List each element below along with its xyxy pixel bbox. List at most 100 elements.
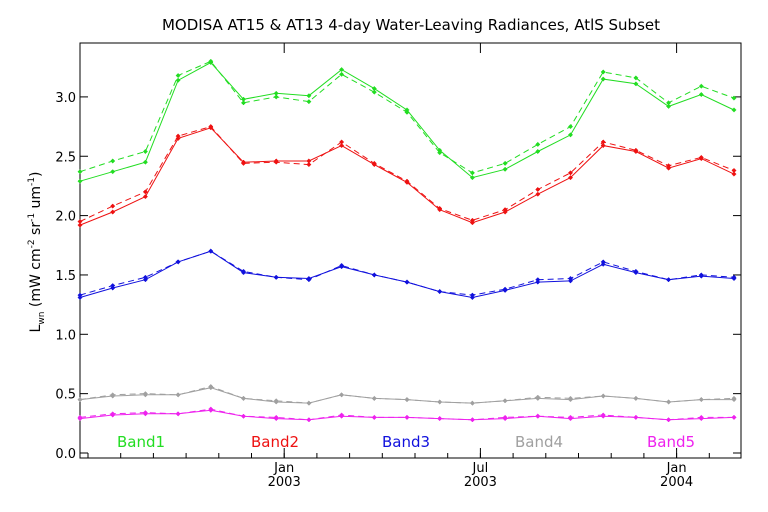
data-point: [535, 148, 541, 155]
data-point: [633, 414, 639, 420]
data-point: [273, 414, 279, 420]
data-point: [142, 194, 148, 200]
x-tick-month: Jan: [273, 461, 294, 476]
data-point: [142, 159, 148, 165]
data-point: [273, 94, 279, 100]
data-point: [437, 289, 443, 295]
data-point: [731, 414, 737, 420]
data-point: [339, 392, 345, 398]
data-point: [339, 262, 345, 269]
data-point: [437, 416, 443, 422]
data-point: [175, 392, 181, 398]
y-tick-label: 1.0: [55, 328, 76, 343]
data-point: [175, 133, 181, 139]
data-point: [731, 167, 737, 174]
data-point: [208, 406, 214, 412]
legend-item-band5: Band5: [647, 433, 695, 451]
data-point: [698, 414, 704, 420]
data-point: [698, 83, 704, 89]
data-point: [502, 398, 508, 404]
data-point: [666, 277, 672, 283]
data-point: [437, 399, 443, 405]
ylabel-sup2: -1: [27, 213, 37, 222]
data-point: [600, 69, 606, 75]
data-point: [469, 292, 475, 298]
data-point: [404, 279, 410, 285]
y-tick-label: 2.5: [55, 150, 76, 165]
data-point: [306, 277, 312, 283]
data-point: [600, 139, 606, 145]
data-point: [110, 158, 116, 164]
data-point: [404, 178, 410, 184]
ylabel-open: (mW cm: [28, 248, 44, 311]
legend: Band1 Band2 Band3 Band4 Band5: [117, 433, 695, 451]
data-point: [142, 274, 148, 280]
data-point: [731, 274, 737, 280]
data-point: [502, 286, 508, 292]
data-point: [339, 139, 345, 145]
series-line-3: [79, 127, 735, 226]
y-tick-label: 1.5: [55, 269, 76, 284]
data-point: [142, 189, 148, 195]
y-axis: 0.0 0.5 1.0 1.5 2.0 2.5 3.0: [55, 91, 741, 462]
legend-item-band3: Band3: [382, 433, 430, 451]
data-point: [240, 395, 247, 401]
data-point: [142, 410, 148, 416]
data-point: [535, 277, 541, 283]
x-tick-year: 2003: [464, 475, 497, 490]
data-point: [240, 160, 247, 166]
x-tick-year: 2004: [660, 475, 693, 490]
data-point: [404, 414, 410, 420]
data-point: [698, 272, 704, 278]
data-point: [600, 259, 606, 265]
data-point: [502, 414, 508, 420]
data-point: [110, 203, 116, 209]
data-point: [240, 413, 247, 419]
data-point: [535, 413, 541, 419]
data-point: [371, 414, 377, 420]
data-point: [633, 268, 639, 274]
data-point: [666, 100, 672, 106]
data-point: [633, 147, 639, 153]
data-point: [666, 399, 672, 405]
data-point: [404, 109, 410, 115]
plot-area: [77, 58, 737, 423]
data-point: [306, 400, 312, 406]
data-point: [404, 397, 410, 403]
legend-item-band2: Band2: [251, 433, 299, 451]
data-point: [339, 143, 345, 149]
data-point: [208, 124, 214, 130]
data-point: [698, 397, 704, 403]
data-point: [371, 89, 377, 95]
data-point: [175, 77, 181, 83]
data-point: [567, 414, 574, 420]
data-point: [175, 72, 181, 79]
data-point: [633, 395, 639, 401]
data-point: [110, 209, 116, 215]
data-point: [698, 154, 704, 160]
data-point: [142, 148, 148, 155]
data-point: [731, 95, 737, 101]
data-point: [306, 417, 312, 423]
data-point: [339, 71, 345, 77]
data-point: [110, 392, 116, 398]
data-point: [110, 169, 116, 175]
x-tick-month: Jan: [666, 461, 687, 476]
data-point: [666, 163, 672, 169]
data-point: [77, 178, 83, 184]
data-point: [469, 170, 475, 176]
data-point: [339, 412, 345, 418]
data-point: [273, 274, 279, 280]
data-point: [77, 218, 83, 225]
ylabel-mid: sr: [28, 222, 44, 240]
data-point: [502, 166, 508, 172]
data-point: [175, 259, 181, 265]
data-point: [437, 150, 443, 156]
data-point: [240, 268, 247, 274]
data-point: [208, 248, 214, 254]
data-point: [77, 414, 83, 420]
data-point: [567, 132, 574, 138]
data-point: [306, 93, 312, 99]
data-point: [142, 391, 148, 397]
